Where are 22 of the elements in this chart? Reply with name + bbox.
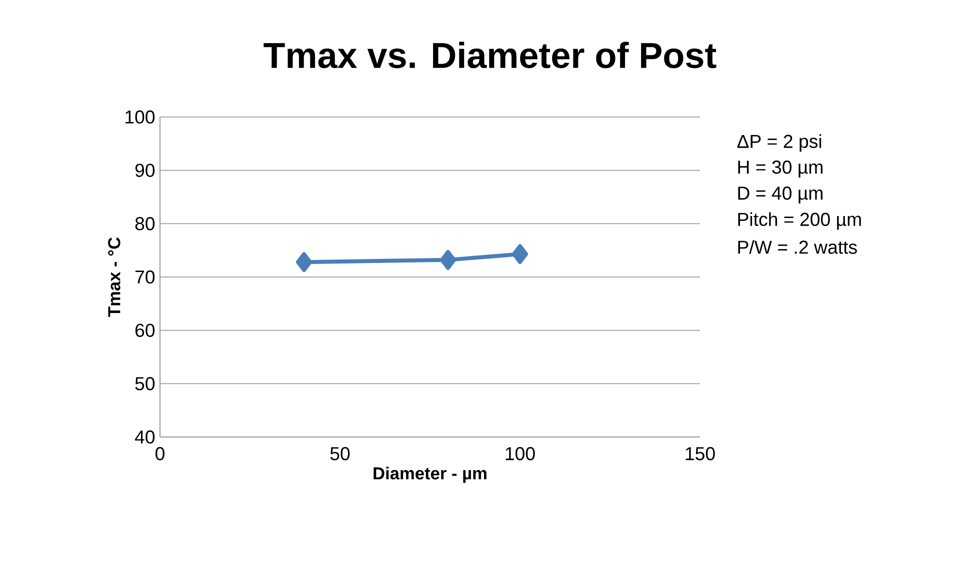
chart-title: Tmax vs. Diameter of Post — [264, 42, 716, 68]
x-tick-label: 50 — [330, 447, 350, 460]
point — [512, 244, 528, 264]
x-tick-label: 150 — [686, 447, 715, 460]
text: Pitch = 200 µm — [738, 212, 861, 230]
y-tick-label: 40 — [134, 430, 155, 444]
y-tick-label: 70 — [135, 270, 155, 284]
y-tick-label: 80 — [135, 217, 155, 230]
text: D = 40 µm — [738, 186, 822, 204]
text: ΔP = 2 psi — [737, 134, 822, 152]
y-tick-label: 60 — [135, 324, 155, 337]
text: P/W = .2 watts — [738, 240, 857, 254]
point — [440, 250, 456, 270]
text: H = 30 µm — [738, 160, 822, 178]
y-tick-label: 100 — [126, 110, 155, 124]
point — [296, 252, 312, 272]
y-axis-title: Tmax - °C — [108, 237, 120, 317]
y-tick-label: 50 — [135, 377, 155, 390]
y-tick-label: 90 — [135, 164, 155, 177]
x-tick-label: 100 — [506, 447, 535, 460]
x-axis-title: Diameter - µm — [374, 466, 486, 483]
x-tick-label: 0 — [156, 447, 164, 460]
